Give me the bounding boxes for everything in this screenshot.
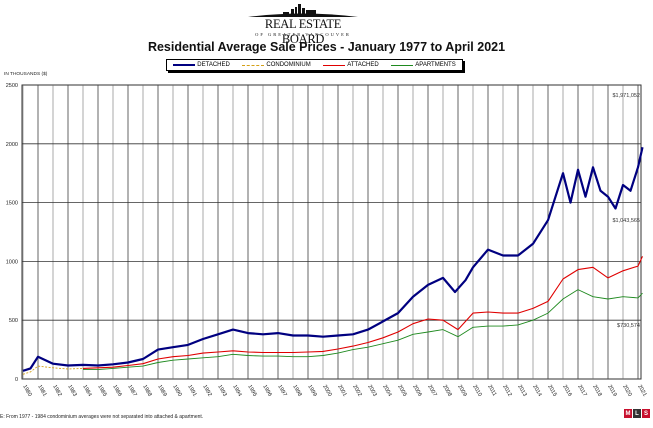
x-tick-label: 2006 bbox=[411, 384, 422, 398]
x-tick-label: 1982 bbox=[51, 384, 62, 398]
y-tick-label: 500 bbox=[9, 318, 18, 324]
x-tick-label: 2012 bbox=[501, 384, 512, 398]
series-line-detached bbox=[22, 146, 644, 372]
legend: DETACHED CONDOMINIUM ATTACHED APARTMENTS bbox=[166, 59, 463, 71]
x-tick-label: 2011 bbox=[486, 384, 497, 397]
x-tick-label: 1984 bbox=[81, 384, 92, 398]
y-axis-label: IN THOUSANDS ($) bbox=[4, 72, 48, 77]
x-tick-label: 2002 bbox=[351, 384, 362, 398]
series-line-condominium bbox=[22, 365, 84, 375]
x-tick-label: 2007 bbox=[426, 384, 437, 398]
legend-item-condominium: CONDOMINIUM bbox=[242, 62, 311, 68]
x-tick-label: 1994 bbox=[231, 384, 242, 398]
legend-item-detached: DETACHED bbox=[173, 62, 230, 68]
x-tick-label: 1997 bbox=[276, 384, 287, 398]
mls-logo: M L S bbox=[624, 409, 650, 418]
y-tick-label: 1000 bbox=[6, 259, 18, 265]
x-tick-label: 2020 bbox=[621, 384, 632, 398]
logo-name: REAL ESTATE BOARD bbox=[264, 17, 342, 46]
x-tick-label: 2008 bbox=[441, 384, 452, 398]
value-annotation: $1,971,052 bbox=[612, 93, 640, 99]
y-tick-label: 2500 bbox=[6, 83, 18, 89]
x-tick-label: 2014 bbox=[531, 384, 542, 398]
x-tick-label: 2003 bbox=[366, 384, 377, 398]
x-tick-label: 1980 bbox=[21, 384, 32, 398]
x-tick-label: 2013 bbox=[516, 384, 527, 398]
chart-title: Residential Average Sale Prices - Januar… bbox=[147, 40, 506, 54]
x-tick-label: 2017 bbox=[576, 384, 587, 398]
real-estate-board-logo: REAL ESTATE BOARD OF GREATER VANCOUVER bbox=[243, 4, 363, 46]
x-tick-label: 1999 bbox=[306, 384, 317, 398]
x-tick-label: 2021 bbox=[636, 384, 647, 398]
x-tick-label: 1995 bbox=[246, 384, 257, 398]
value-annotation: $730,574 bbox=[617, 323, 640, 329]
x-tick-label: 1981 bbox=[36, 384, 47, 398]
x-tick-label: 1987 bbox=[126, 384, 137, 398]
footnote: E: From 1977 - 1984 condominium averages… bbox=[0, 414, 204, 420]
x-tick-label: 1985 bbox=[96, 384, 107, 398]
x-tick-label: 2004 bbox=[381, 384, 392, 398]
x-tick-label: 1996 bbox=[261, 384, 272, 398]
x-tick-label: 2005 bbox=[396, 384, 407, 398]
x-tick-label: 1983 bbox=[66, 384, 77, 398]
x-tick-label: 2015 bbox=[546, 384, 557, 398]
x-tick-label: 2000 bbox=[321, 384, 332, 398]
x-tick-label: 1998 bbox=[291, 384, 302, 398]
x-tick-label: 1988 bbox=[141, 384, 152, 398]
series-line-attached bbox=[82, 256, 643, 369]
x-tick-label: 1986 bbox=[111, 384, 122, 398]
x-tick-label: 1992 bbox=[201, 384, 212, 398]
x-tick-label: 2009 bbox=[456, 384, 467, 398]
y-tick-label: 1500 bbox=[6, 201, 18, 207]
x-tick-label: 2016 bbox=[561, 384, 572, 398]
x-tick-label: 1991 bbox=[186, 384, 197, 398]
legend-item-attached: ATTACHED bbox=[323, 62, 379, 68]
legend-item-apartments: APARTMENTS bbox=[391, 62, 456, 68]
x-tick-label: 1990 bbox=[171, 384, 182, 398]
value-annotation: $1,043,565 bbox=[612, 218, 640, 224]
x-tick-label: 2019 bbox=[606, 384, 617, 398]
logo-subtitle: OF GREATER VANCOUVER bbox=[255, 32, 351, 37]
x-tick-label: 2001 bbox=[336, 384, 347, 398]
y-tick-label: 2000 bbox=[6, 142, 18, 148]
x-tick-label: 1993 bbox=[216, 384, 227, 398]
x-tick-label: 2010 bbox=[471, 384, 482, 398]
y-tick-label: 0 bbox=[15, 377, 18, 383]
skyline-icon bbox=[248, 4, 358, 17]
x-tick-label: 2018 bbox=[591, 384, 602, 398]
x-tick-label: 1989 bbox=[156, 384, 167, 398]
line-chart: 1980 1981 1982 1983 1984 1985 1986 1987 1988 1989… bbox=[6, 83, 648, 398]
series-line-apartments bbox=[83, 289, 643, 371]
